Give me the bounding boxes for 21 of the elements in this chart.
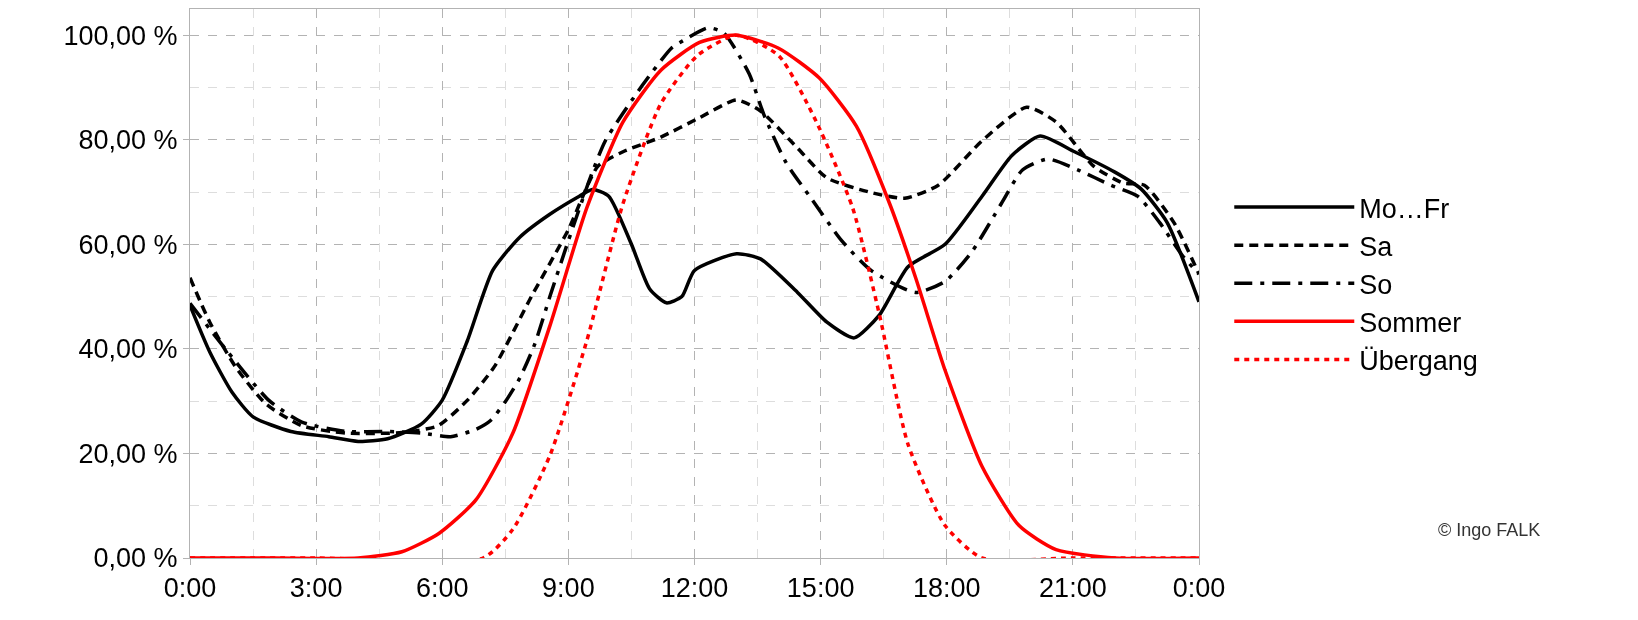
x-tick-label: 0:00 (163, 573, 217, 604)
text: © Ingo FALK (1438, 520, 1541, 540)
legend-label: Sa (1359, 231, 1394, 262)
y-tick-label: 0,00 % (93, 543, 178, 574)
x-tick-label: 15:00 (786, 573, 855, 604)
x-tick-label: 3:00 (289, 573, 343, 604)
x-tick-label: 18:00 (912, 573, 981, 604)
x-tick-label: 21:00 (1039, 573, 1107, 604)
x-tick-label: 9:00 (542, 573, 595, 604)
y-tick-label: 60,00 % (78, 229, 178, 260)
legend-label: Sommer (1359, 307, 1462, 338)
y-tick-label: 40,00 % (78, 334, 178, 365)
y-tick-label: 100,00 % (63, 20, 178, 51)
x-tick-label: 12:00 (660, 573, 729, 604)
x-tick-label: 0:00 (1172, 573, 1226, 604)
y-tick-label: 80,00 % (78, 125, 178, 156)
y-tick-label: 20,00 % (78, 438, 178, 469)
legend-label: So (1359, 269, 1393, 300)
legend-label: Mo…Fr (1359, 193, 1450, 224)
legend-label: Übergang (1359, 345, 1478, 376)
x-tick-label: 6:00 (415, 573, 469, 604)
